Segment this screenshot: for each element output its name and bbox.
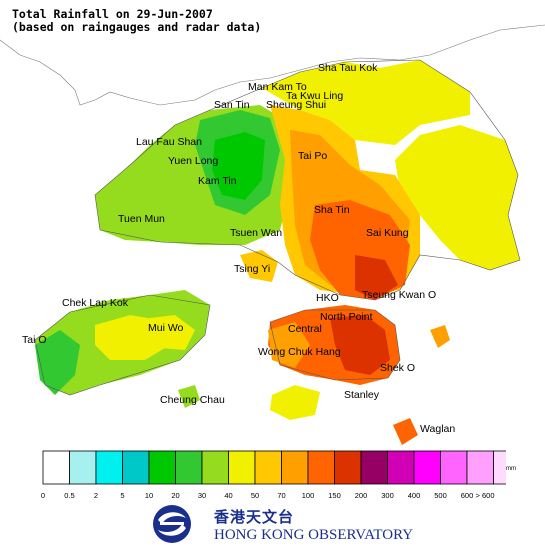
legend-swatch <box>334 450 362 485</box>
legend-threshold-label: 70 <box>277 491 286 500</box>
legend-swatch <box>69 450 97 485</box>
label-tsing-yi: Tsing Yi <box>234 263 270 275</box>
legend-threshold-label: 150 <box>328 491 341 500</box>
legend-swatch <box>148 450 176 485</box>
rainfall-legend <box>42 450 506 485</box>
label-tai-o: Tai O <box>22 334 47 346</box>
legend-threshold-label: 40 <box>224 491 233 500</box>
label-mui-wo: Mui Wo <box>148 322 184 334</box>
legend-swatch <box>201 450 229 485</box>
label-ta-kwu-ling: Ta Kwu Ling <box>286 90 343 102</box>
legend-swatch <box>440 450 468 485</box>
title-line-1: Total Rainfall on 29-Jun-2007 <box>12 7 213 21</box>
legend-threshold-label: 30 <box>197 491 207 500</box>
rainfall-fill <box>35 60 520 445</box>
legend-threshold-label: 10 <box>144 491 154 500</box>
place-labels: Sha Tau Kok Man Kam To Ta Kwu Ling San T… <box>22 62 455 435</box>
legend-threshold-label: 5 <box>120 491 125 500</box>
legend-swatch <box>413 450 441 485</box>
label-lau-fau-shan: Lau Fau Shan <box>136 136 202 148</box>
legend-swatch <box>254 450 282 485</box>
label-wong-chuk-hang: Wong Chuk Hang <box>258 346 341 358</box>
legend-threshold-label: 300 <box>381 491 394 500</box>
label-shek-o: Shek O <box>380 362 415 374</box>
label-stanley: Stanley <box>344 389 380 401</box>
legend-swatch <box>307 450 335 485</box>
label-waglan: Waglan <box>420 423 455 435</box>
logo-chinese-text: 香港天文台 <box>214 508 295 526</box>
label-cheung-chau: Cheung Chau <box>160 394 225 406</box>
legend-threshold-label: 0 <box>40 491 46 500</box>
legend-threshold-label: 200 <box>354 491 368 500</box>
legend-threshold-label: 500 <box>434 491 447 500</box>
label-central: Central <box>288 323 322 335</box>
legend-threshold-label: > 600 <box>475 491 495 500</box>
label-kam-tin: Kam Tin <box>198 175 237 187</box>
legend-threshold-label: 50 <box>250 491 260 500</box>
label-tai-po: Tai Po <box>298 150 327 162</box>
legend-threshold-label: 0.5 <box>64 491 75 500</box>
legend-swatch <box>122 450 150 485</box>
legend-swatch <box>42 450 70 485</box>
label-hko: HKO <box>316 292 339 304</box>
legend-swatch <box>95 450 123 485</box>
legend-threshold-label: 2 <box>93 491 99 500</box>
legend-swatch <box>175 450 203 485</box>
coastlines <box>34 59 521 396</box>
label-north-point: North Point <box>320 311 373 323</box>
label-man-kam-to: Man Kam To <box>248 81 307 93</box>
label-yuen-long: Yuen Long <box>168 155 218 167</box>
legend-swatch <box>360 450 388 485</box>
map-title: Total Rainfall on 29-Jun-2007 (based on r… <box>12 8 261 34</box>
legend-threshold-label: 400 <box>407 491 421 500</box>
label-sheung-shui: Sheung Shui <box>266 99 326 111</box>
label-sha-tau-kok: Sha Tau Kok <box>318 62 378 74</box>
hko-logo: 香港天文台 HONG KONG OBSERVATORY <box>146 502 413 546</box>
legend-swatch <box>466 450 494 485</box>
label-sha-tin: Sha Tin <box>314 204 350 216</box>
label-sai-kung: Sai Kung <box>366 227 409 239</box>
label-chek-lap-kok: Chek Lap Kok <box>62 297 129 309</box>
legend-swatch <box>281 450 309 485</box>
label-tuen-mun: Tuen Mun <box>118 213 165 225</box>
legend-swatch <box>493 450 506 485</box>
legend-unit: mm <box>506 466 516 472</box>
mainland-coastline <box>0 24 545 106</box>
legend-threshold-label: 100 <box>301 491 315 500</box>
legend-swatch <box>228 450 256 485</box>
legend-threshold-label: 20 <box>171 491 180 500</box>
legend-threshold-labels: 0 0.5 2 5 10 20 30 40 50 70 100 150 200 300 400 500 600 >… <box>30 491 530 503</box>
legend-threshold-label: 600 <box>460 491 474 500</box>
rainfall-map: Sha Tau Kok Man Kam To Ta Kwu Ling San T… <box>0 24 545 445</box>
label-san-tin: San Tin <box>214 99 250 111</box>
title-line-2: (based on raingauges and radar data) <box>12 20 262 34</box>
logo-english-text: HONG KONG OBSERVATORY <box>214 527 414 543</box>
hko-emblem-icon <box>153 505 191 543</box>
label-tsuen-wan: Tsuen Wan <box>230 227 282 239</box>
label-tseung-kwan-o: Tseung Kwan O <box>362 289 436 301</box>
legend-swatch <box>387 450 415 485</box>
